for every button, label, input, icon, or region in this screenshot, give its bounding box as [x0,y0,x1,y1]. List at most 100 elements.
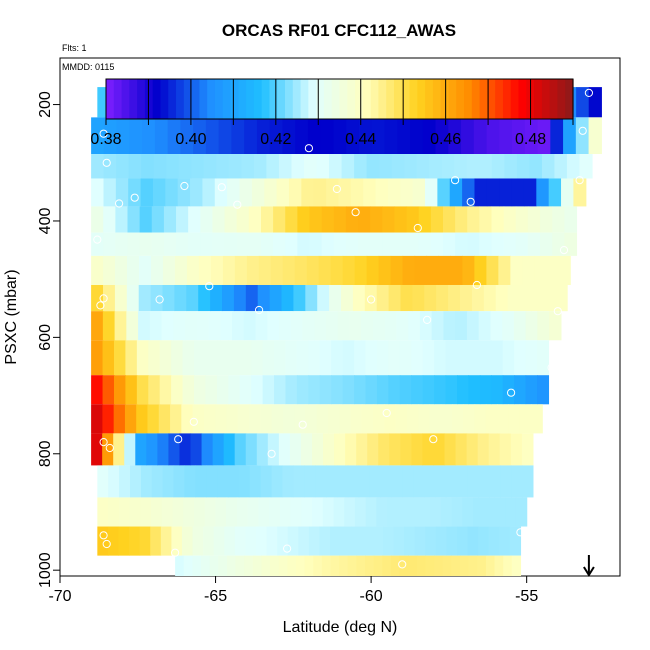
heatmap-cell [474,255,487,285]
heatmap-cell [442,555,452,576]
heatmap-cell [342,340,355,376]
heatmap-cell [249,404,261,434]
colorbar-swatch [401,79,411,119]
heatmap-cell [129,117,143,155]
heatmap-cell [150,526,162,556]
colorbar-tick-label: 0.38 [90,131,121,148]
heatmap-cell [479,340,492,376]
heatmap-cell [507,284,521,312]
heatmap-cell [113,404,126,434]
heatmap-cell [196,311,210,341]
heatmap-cell [192,555,202,576]
heatmap-cell [419,311,433,341]
colorbar-swatch [214,79,224,119]
heatmap-cell [129,497,141,527]
heatmap-cell [249,465,262,498]
colorbar-swatch [199,79,208,119]
heatmap-cell [148,340,161,376]
heatmap-cell [579,154,593,179]
heatmap-cell [91,154,105,179]
heatmap-cell [285,375,298,405]
heatmap-cell [103,255,116,285]
heatmap-cell [136,404,149,434]
heatmap-cell [504,154,518,179]
colorbar-swatch [440,79,450,119]
heatmap-cell [422,433,435,466]
colorbar-swatch [378,79,387,119]
heatmap-cell [305,284,318,312]
heatmap-cell [461,117,475,155]
heatmap-cell [512,117,526,155]
sample-point [205,282,214,291]
heatmap-cell [350,178,364,207]
heatmap-cell [435,117,449,155]
heatmap-cell [320,117,335,155]
heatmap-cell [502,340,515,376]
x-axis: -70 -65 -60 -55 [48,576,538,605]
sample-point [575,176,584,185]
heatmap-cell [498,255,511,285]
heatmap-cell [217,465,229,498]
heatmap-cell [193,117,207,155]
heatmap-cell [537,311,550,341]
heatmap-cell [194,375,207,405]
heatmap-cell [244,117,258,155]
heatmap-cell [234,255,248,285]
heatmap-cell [91,375,104,405]
heatmap-cell [503,206,517,233]
heatmap-cell [262,375,275,405]
sample-point [507,388,516,397]
colorbar-swatch [331,79,341,119]
heatmap-cell [226,497,238,527]
heatmap-cell [176,232,189,256]
heatmap-cell [400,284,414,312]
heatmap-cell [293,465,305,498]
heatmap-cell [192,404,205,434]
heatmap-cell [514,340,527,376]
heatmap-cell [141,154,155,179]
heatmap-cell [161,311,174,341]
heatmap-cell [173,311,186,341]
heatmap-cell [153,154,167,179]
heatmap-cell [406,232,420,256]
heatmap-cell [289,433,302,466]
heatmap-cell [354,255,368,285]
heatmap-cell [304,465,316,498]
heatmap-cell [438,255,452,285]
heatmap-cell [552,206,565,233]
heatmap-cell [408,555,418,576]
heatmap-cell [248,232,262,256]
heatmap-cell [494,497,506,527]
heatmap-cell [140,465,153,498]
heatmap-cell [103,284,116,312]
sample-point [189,417,198,426]
heatmap-cell [248,206,262,233]
heatmap-cell [186,255,200,285]
heatmap-cell [516,154,530,179]
heatmap-cell [269,284,283,312]
heatmap-cell [321,206,335,233]
heatmap-cell [330,255,344,285]
heatmap-cell [257,284,271,312]
heatmap-cell [161,497,174,527]
heatmap-cell [116,117,130,155]
chart-title: ORCAS RF01 CFC112_AWAS [222,21,456,40]
heatmap-cell [304,555,314,576]
heatmap-cell [103,206,116,233]
heatmap-cell [430,497,442,527]
heatmap-cell [135,433,147,466]
heatmap-cell [103,154,117,179]
heatmap-cell [126,311,139,341]
heatmap-cell [162,465,175,498]
colorbar-tick-label: 0.46 [430,131,461,148]
heatmap-cell [182,340,195,376]
heatmap-cell [136,375,149,405]
heatmap-cell [358,465,371,498]
heatmap-cell [238,465,251,498]
heatmap-cell [245,284,259,312]
heatmap-cell [91,255,104,285]
colorbar-swatch [347,79,356,119]
heatmap-cell [287,526,299,556]
heatmap-cell [203,404,216,434]
